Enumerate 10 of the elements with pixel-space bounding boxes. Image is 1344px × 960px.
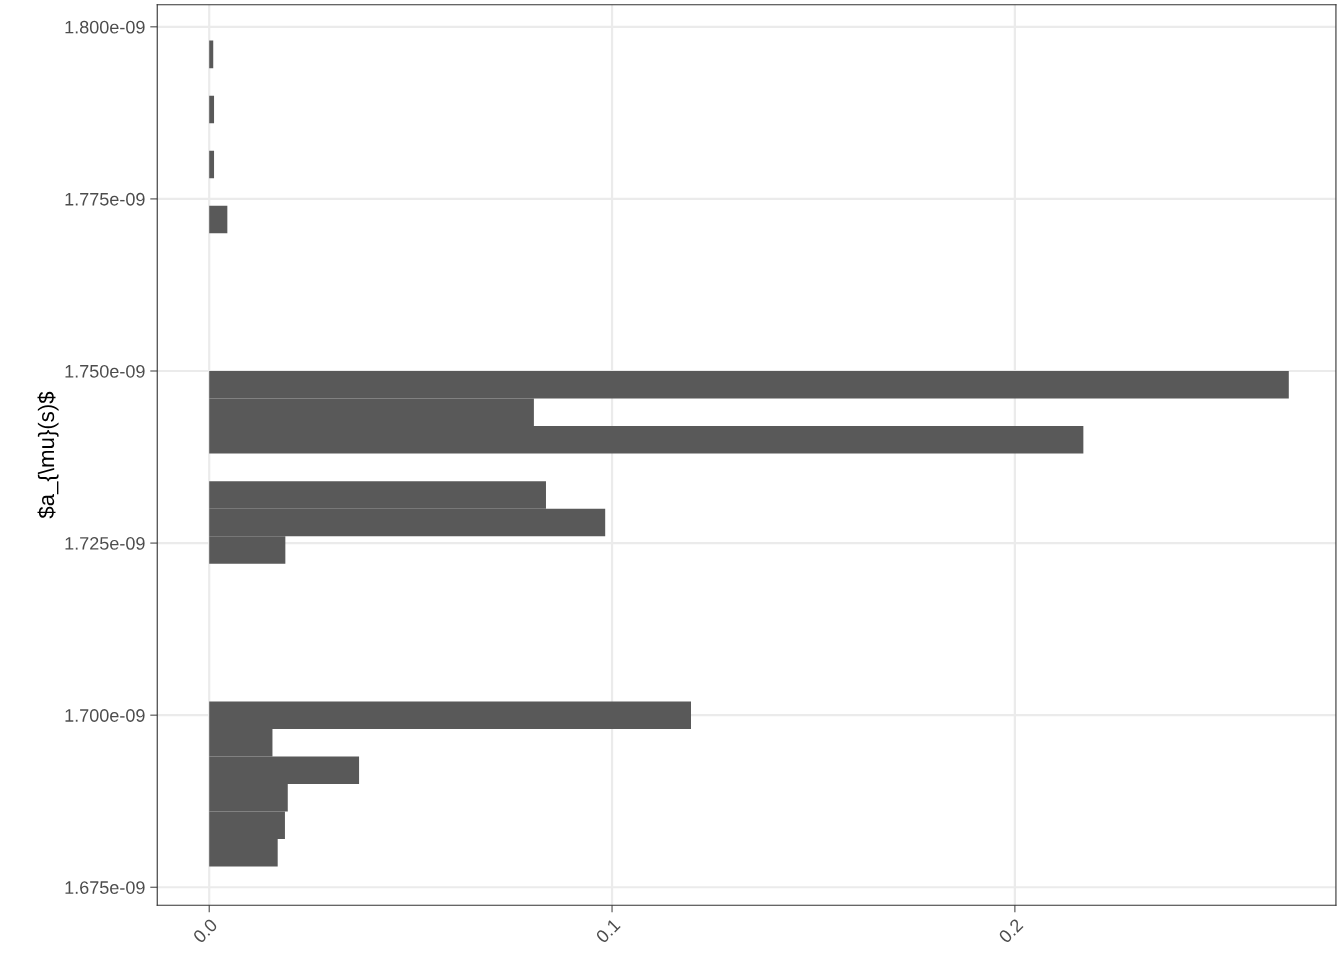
y-tick-label: 1.775e-09 bbox=[65, 192, 145, 206]
y-tick-label: 1.725e-09 bbox=[65, 537, 145, 550]
y-tick-label: 1.700e-09 bbox=[65, 709, 145, 722]
x-tick-label: 0.0 bbox=[192, 917, 219, 944]
x-tick-label: 0.1 bbox=[595, 918, 621, 944]
y-tick-label: 1.675e-09 bbox=[65, 881, 145, 894]
y-tick-label: 1.800e-09 bbox=[65, 20, 145, 34]
y-tick-label: 1.750e-09 bbox=[65, 364, 145, 378]
y-axis-title: $a_{\mu}(s)$ bbox=[37, 391, 59, 519]
x-tick-label: 0.2 bbox=[997, 918, 1024, 944]
